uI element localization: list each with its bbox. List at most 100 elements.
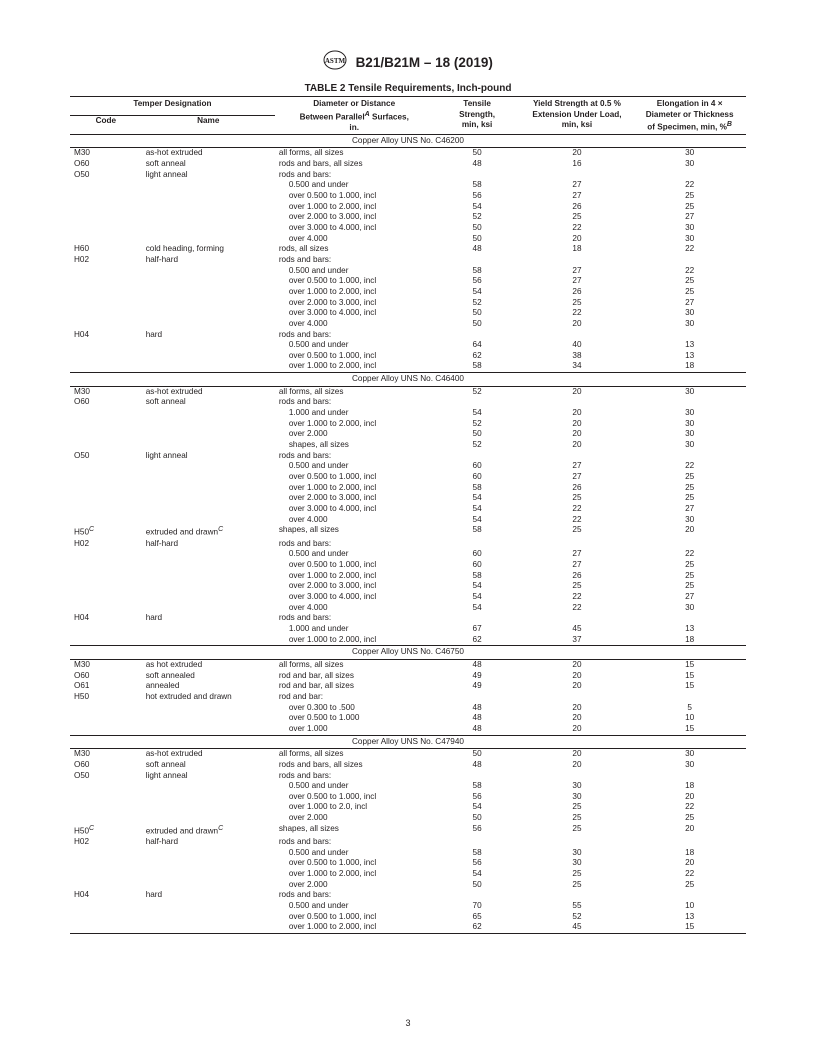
cell-diameter: over 3.000 to 4.000, incl bbox=[275, 223, 434, 234]
cell-yield: 38 bbox=[521, 351, 634, 362]
cell-tensile: 64 bbox=[434, 340, 521, 351]
cell-code bbox=[70, 781, 142, 792]
cell-diameter: over 1.000 to 2.000, incl bbox=[275, 869, 434, 880]
cell-yield: 27 bbox=[521, 472, 634, 483]
cell-code bbox=[70, 504, 142, 515]
cell-yield: 25 bbox=[521, 493, 634, 504]
alloy-section-heading: Copper Alloy UNS No. C46400 bbox=[70, 373, 746, 387]
cell-code: H02 bbox=[70, 539, 142, 550]
cell-tensile: 54 bbox=[434, 592, 521, 603]
cell-diameter: over 2.000 to 3.000, incl bbox=[275, 298, 434, 309]
cell-name: light anneal bbox=[142, 170, 275, 181]
cell-name bbox=[142, 703, 275, 714]
cell-tensile: 60 bbox=[434, 549, 521, 560]
cell-tensile bbox=[434, 539, 521, 550]
cell-tensile: 49 bbox=[434, 671, 521, 682]
cell-tensile: 54 bbox=[434, 581, 521, 592]
cell-yield bbox=[521, 170, 634, 181]
table-row: H50hot extruded and drawnrod and bar: bbox=[70, 692, 746, 703]
cell-diameter: over 1.000 to 2.000, incl bbox=[275, 419, 434, 430]
col-elongation: Elongation in 4 × Diameter or Thickness … bbox=[633, 97, 746, 135]
table-row: over 4.000502030 bbox=[70, 319, 746, 330]
cell-diameter: rod and bar, all sizes bbox=[275, 681, 434, 692]
cell-tensile: 60 bbox=[434, 560, 521, 571]
cell-name bbox=[142, 212, 275, 223]
table-row: O50light annealrods and bars: bbox=[70, 451, 746, 462]
cell-code bbox=[70, 912, 142, 923]
table-row: over 4.000542230 bbox=[70, 515, 746, 526]
table-row: over 4.000502030 bbox=[70, 234, 746, 245]
cell-diameter: over 0.500 to 1.000, incl bbox=[275, 191, 434, 202]
table-row: 0.500 and under582722 bbox=[70, 266, 746, 277]
cell-tensile: 50 bbox=[434, 880, 521, 891]
cell-elongation: 30 bbox=[633, 440, 746, 451]
cell-name bbox=[142, 724, 275, 735]
cell-yield: 25 bbox=[521, 298, 634, 309]
table-row: over 0.500 to 1.000482010 bbox=[70, 713, 746, 724]
cell-yield: 27 bbox=[521, 191, 634, 202]
cell-elongation: 25 bbox=[633, 813, 746, 824]
cell-code bbox=[70, 440, 142, 451]
table-row: O50light annealrods and bars: bbox=[70, 170, 746, 181]
cell-code bbox=[70, 703, 142, 714]
cell-elongation: 30 bbox=[633, 760, 746, 771]
cell-tensile: 50 bbox=[434, 223, 521, 234]
cell-diameter: over 1.000 to 2.000, incl bbox=[275, 483, 434, 494]
cell-yield: 25 bbox=[521, 212, 634, 223]
cell-yield: 20 bbox=[521, 713, 634, 724]
table-row: over 0.500 to 1.000, incl563020 bbox=[70, 792, 746, 803]
cell-elongation: 13 bbox=[633, 624, 746, 635]
table-row: over 1.000 to 2.000, incl623718 bbox=[70, 635, 746, 646]
table-row: 0.500 and under602722 bbox=[70, 549, 746, 560]
col-code: Code bbox=[70, 115, 142, 134]
cell-code bbox=[70, 223, 142, 234]
cell-yield: 25 bbox=[521, 869, 634, 880]
cell-diameter: all forms, all sizes bbox=[275, 659, 434, 670]
cell-name bbox=[142, 308, 275, 319]
cell-elongation: 22 bbox=[633, 869, 746, 880]
cell-diameter: 0.500 and under bbox=[275, 848, 434, 859]
table-row: O60soft annealedrod and bar, all sizes49… bbox=[70, 671, 746, 682]
cell-elongation: 25 bbox=[633, 472, 746, 483]
cell-tensile: 48 bbox=[434, 760, 521, 771]
spec-designation: B21/B21M – 18 (2019) bbox=[356, 55, 493, 70]
cell-code bbox=[70, 724, 142, 735]
cell-elongation bbox=[633, 451, 746, 462]
cell-name bbox=[142, 266, 275, 277]
cell-yield: 52 bbox=[521, 912, 634, 923]
cell-code bbox=[70, 624, 142, 635]
cell-tensile: 52 bbox=[434, 440, 521, 451]
cell-yield: 26 bbox=[521, 202, 634, 213]
cell-diameter: over 2.000 bbox=[275, 813, 434, 824]
cell-elongation: 20 bbox=[633, 525, 746, 538]
table-row: over 3.000 to 4.000, incl502230 bbox=[70, 223, 746, 234]
cell-name bbox=[142, 234, 275, 245]
cell-code bbox=[70, 848, 142, 859]
cell-tensile: 70 bbox=[434, 901, 521, 912]
table-row: 0.500 and under705510 bbox=[70, 901, 746, 912]
cell-tensile bbox=[434, 692, 521, 703]
table-row: over 1.000 to 2.000, incl582625 bbox=[70, 571, 746, 582]
cell-yield: 30 bbox=[521, 848, 634, 859]
cell-tensile bbox=[434, 890, 521, 901]
cell-elongation: 5 bbox=[633, 703, 746, 714]
cell-diameter: over 1.000 to 2.000, incl bbox=[275, 635, 434, 646]
cell-code bbox=[70, 340, 142, 351]
cell-name bbox=[142, 802, 275, 813]
cell-yield: 40 bbox=[521, 340, 634, 351]
cell-tensile: 67 bbox=[434, 624, 521, 635]
cell-code: H50 bbox=[70, 692, 142, 703]
cell-code: H04 bbox=[70, 330, 142, 341]
cell-elongation bbox=[633, 539, 746, 550]
cell-elongation: 15 bbox=[633, 681, 746, 692]
cell-name bbox=[142, 202, 275, 213]
cell-yield: 25 bbox=[521, 880, 634, 891]
table-row: over 0.500 to 1.000, incl623813 bbox=[70, 351, 746, 362]
cell-name bbox=[142, 440, 275, 451]
cell-code bbox=[70, 571, 142, 582]
table-row: H04hardrods and bars: bbox=[70, 613, 746, 624]
cell-yield: 27 bbox=[521, 266, 634, 277]
cell-diameter: rods and bars: bbox=[275, 397, 434, 408]
cell-diameter: all forms, all sizes bbox=[275, 386, 434, 397]
table-row: over 0.500 to 1.000, incl602725 bbox=[70, 472, 746, 483]
